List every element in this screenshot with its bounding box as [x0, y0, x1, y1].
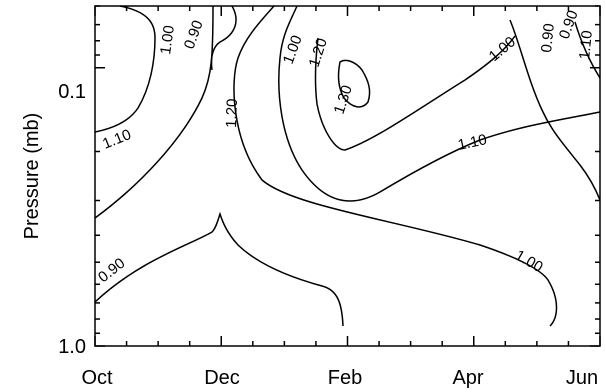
contour-line — [509, 19, 601, 201]
y-axis-title: Pressure (mb) — [21, 113, 43, 240]
y-tick-label-1.0: 1.0 — [58, 336, 86, 358]
contour-line — [337, 59, 371, 108]
contour-line — [94, 5, 156, 133]
plot-frame — [94, 5, 601, 347]
contour-line — [574, 21, 601, 79]
contour-line — [94, 5, 214, 219]
contour-label: 1.10 — [456, 131, 488, 154]
contour-line — [278, 5, 601, 202]
contour-label: 1.10 — [576, 30, 596, 61]
axis-ticks — [94, 5, 601, 347]
contour-label: 0.90 — [538, 23, 558, 54]
contour-line — [314, 35, 516, 151]
contour-lines — [94, 5, 601, 327]
y-tick-label-0.1: 0.1 — [58, 81, 86, 103]
contour-label: 1.00 — [157, 24, 178, 55]
contour-label: 1.20 — [306, 36, 331, 69]
contour-label: 1.30 — [331, 83, 356, 116]
contour-line — [210, 5, 237, 71]
contour-line — [233, 5, 558, 327]
x-tick-label-feb: Feb — [328, 367, 362, 389]
x-tick-label-dec: Dec — [204, 367, 240, 389]
contour-label: 0.90 — [95, 255, 128, 286]
contour-line — [94, 211, 344, 327]
x-tick-label-jun: Jun — [566, 367, 598, 389]
x-tick-label-apr: Apr — [452, 367, 483, 389]
contour-label: 1.20 — [223, 98, 241, 128]
x-tick-label-oct: Oct — [81, 367, 113, 389]
contour-label: 0.90 — [181, 18, 207, 51]
